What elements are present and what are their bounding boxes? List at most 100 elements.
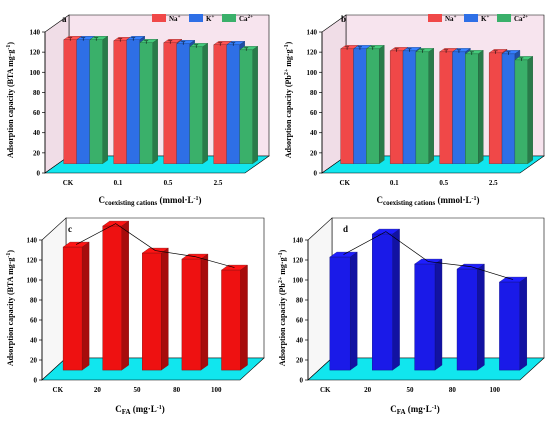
panel-a-y-axis-label: Adsorption capacity (BTA mg·g-1) [6,42,15,159]
bar [181,258,202,371]
bar-side-face [202,42,208,165]
panel-b-x-axis-label: Ccoexisting cations (mmol·L-1) [376,195,479,207]
panel-d-x-axis-label: CFA (mg·L-1) [390,404,440,416]
bar-k [353,48,367,164]
y-tick-label: 120 [307,49,318,57]
bar-na [439,51,453,164]
bar [102,225,122,371]
bar-ca [139,42,153,164]
panel-d-chart: 0 20 40 60 80 100 120 140 CK 20 50 80 100 d Adsorpti… [278,217,545,416]
bar [329,256,351,371]
panel-d-label: d [343,224,348,234]
y-tick-label: 20 [30,357,38,365]
bar-ca [514,59,528,164]
x-tick-label: 0.5 [164,179,173,187]
y-tick-label: 120 [27,257,38,265]
bar-k [501,53,516,164]
legend-k-swatch [464,14,478,22]
panel-b-chart: 0 20 40 60 80 100 120 140 CK 0.1 0.5 2.5 b Na+ K+ C… [284,14,545,207]
bar-ca [366,48,380,164]
y-tick-label: 120 [293,257,304,265]
y-tick-label: 60 [310,109,318,117]
bar-k [126,39,140,164]
panel-b-label: b [341,14,346,24]
bar-side-face [121,220,129,371]
y-tick-label: 40 [30,337,38,345]
panel-a-chart: 0 20 40 60 80 100 120 140 CK 0.1 0.5 2.5 a Na+ K+ C… [6,14,270,207]
bar-side-face [102,35,108,165]
panel-a-x-axis-label: Ccoexisting cations (mmol·L-1) [98,195,201,207]
bar-side-face [252,45,258,165]
panel-a-label: a [62,14,67,24]
bar-ca [89,39,103,164]
bar [142,252,162,371]
legend-ca-swatch [222,14,236,22]
bar-k [226,44,240,164]
panel-c-x-axis-label: CFA (mg·L-1) [115,404,165,416]
bar-side-face [81,241,90,371]
bar-side-face [152,38,158,165]
y-tick-label: 40 [33,129,41,137]
legend-ca-swatch [497,14,511,22]
bar-side-face [519,276,527,371]
panel-c-y-axis-label: Adsorption capacity (BTA mg·g-1) [6,250,15,367]
y-tick-label: 0 [34,377,38,385]
bar-k [76,39,90,164]
bar-side-face [392,228,400,371]
y-tick-label: 60 [30,317,38,325]
y-tick-label: 60 [33,109,41,117]
bar-side-face [527,56,533,165]
bar-ca [189,46,203,164]
y-tick-label: 100 [30,69,41,77]
bar [414,263,436,371]
bar-side-face [379,44,385,165]
legend-k-swatch [189,14,203,22]
y-tick-label: 140 [30,29,41,37]
bar-na [113,40,127,164]
bar-side-face [200,253,209,371]
chart-marks: 0 20 40 60 80 100 120 140 CK 0.1 0.5 2.5 [307,14,545,187]
chart-marks: 0 20 40 60 80 100 120 140 CK 20 50 80 100 [293,217,545,394]
bar [62,246,83,371]
panel-b-y-axis-label: Adsorption capacity (Pb2+ mg·g-1) [284,41,293,158]
y-tick-label: 60 [296,317,304,325]
bar [221,269,241,371]
bar-na [488,52,503,164]
x-tick-label: 20 [94,386,102,394]
bar-na [213,44,227,164]
bar-side-face [428,47,434,165]
chart-marks: 0 20 40 60 80 100 120 140 CK 0.1 0.5 2.5 [30,14,270,187]
bar-na [340,48,354,164]
legend-na-swatch [428,14,442,22]
bar-side-face [349,251,358,371]
y-tick-label: 120 [30,49,41,57]
bar-side-face [434,258,443,371]
y-tick-label: 40 [296,337,304,345]
y-tick-label: 140 [293,237,304,245]
trend-line [343,231,514,280]
y-tick-label: 140 [307,29,318,37]
bar-side-face [240,264,248,371]
legend-na-swatch [152,14,166,22]
bar-k [402,50,417,164]
bar-ca [239,49,253,164]
trend-line [75,223,235,268]
x-tick-label: 20 [364,386,372,394]
y-tick-label: 0 [37,170,41,178]
bar-side-face [478,49,484,165]
panel-d-y-axis-label: Adsorption capacity (Pb2+ mg·g-1) [278,249,287,366]
y-tick-label: 40 [310,129,318,137]
x-tick-label: CK [340,179,351,187]
x-tick-label: 80 [449,386,457,394]
x-tick-label: 0.1 [114,179,123,187]
bar-k [176,43,190,164]
x-tick-label: 100 [211,386,222,394]
legend-k-label: K+ [206,15,214,23]
y-tick-label: 0 [314,170,318,178]
chart-marks: 0 20 40 60 80 100 120 140 CK 20 50 80 100 [27,217,265,394]
y-tick-label: 140 [27,237,38,245]
x-tick-label: 50 [134,386,142,394]
y-tick-label: 100 [27,277,38,285]
x-tick-label: 100 [490,386,501,394]
